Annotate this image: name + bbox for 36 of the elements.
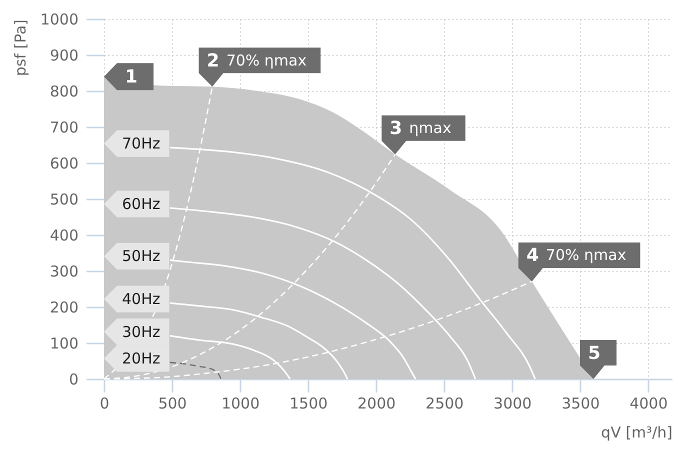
series-label: 60Hz [122,195,160,213]
x-tick-label: 500 [158,394,187,412]
x-tick-label: 3500 [562,394,600,412]
x-axis-title: qV [m³/h] [601,424,672,442]
y-tick-label: 600 [50,154,78,172]
annotation: 3 [390,118,402,140]
x-tick-label: 1500 [289,394,328,412]
series-label: 50Hz [122,247,160,266]
x-tick-label: 1000 [221,394,260,412]
annotation: 5 [588,342,601,364]
y-tick-label: 1000 [40,10,78,28]
annotation: 2 [206,50,220,72]
y-tick-label: 400 [50,226,78,244]
series-label: ηmax [409,119,452,138]
series-label: 30Hz [122,322,160,341]
series-label: 70% ηmax [226,51,307,70]
annotation: 1 [125,66,138,88]
x-tick-label: 4000 [630,394,668,412]
series-label: 70% ηmax [546,246,626,264]
y-tick-label: 200 [50,298,78,316]
y-tick-label: 0 [68,370,78,388]
y-axis-title: psf [Pa] [11,20,30,76]
x-tick-label: 0 [100,394,110,412]
x-tick-label: 2000 [358,394,396,412]
y-tick-label: 300 [50,262,78,280]
y-tick-label: 800 [50,82,78,100]
x-tick-label: 2500 [426,394,464,412]
y-tick-label: 500 [50,190,78,208]
annotation: 4 [526,245,539,266]
series-label: 40Hz [122,290,160,308]
y-tick-label: 100 [50,334,78,352]
y-tick-label: 900 [50,46,78,64]
x-tick-label: 3000 [494,394,532,412]
y-tick-label: 700 [50,118,78,136]
series-label: 20Hz [122,349,160,368]
series-label: 70Hz [122,134,160,153]
